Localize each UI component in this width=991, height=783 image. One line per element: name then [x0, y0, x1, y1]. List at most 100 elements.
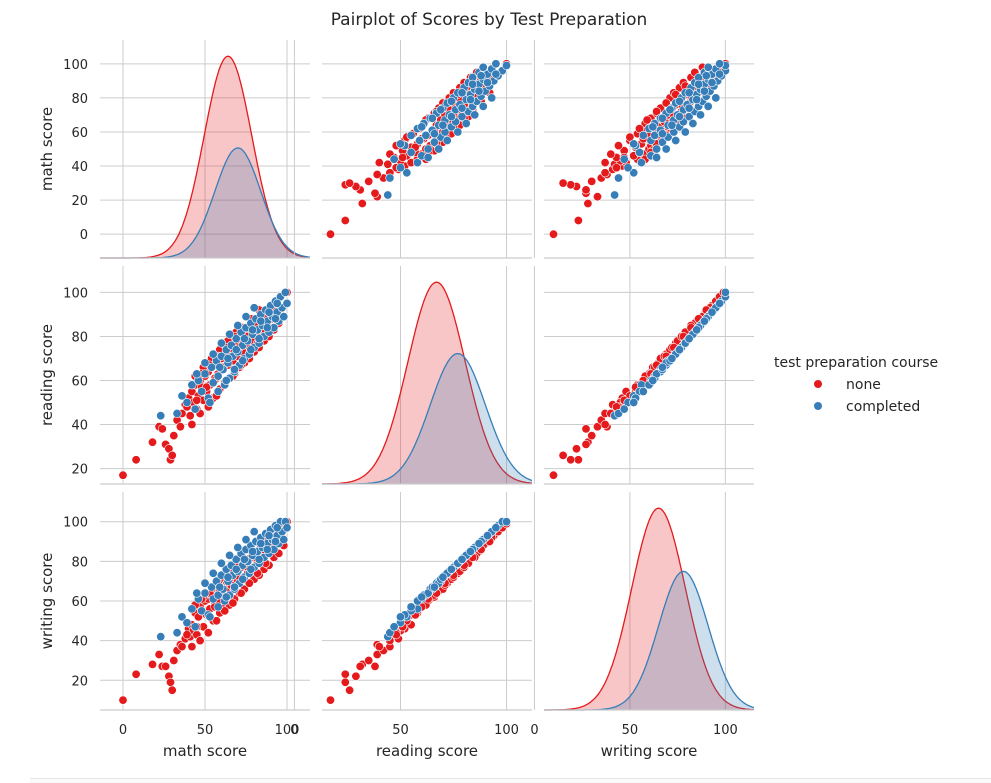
panel-reading-score-vs-writing-score [533, 266, 754, 485]
point-none [340, 677, 350, 687]
point-completed [213, 386, 223, 396]
point-completed [200, 588, 210, 598]
y-tick-label: 100 [63, 516, 88, 531]
point-completed [438, 120, 448, 130]
x-axis-label-writing-score: writing score [601, 742, 698, 760]
point-none [634, 124, 644, 134]
point-none [167, 450, 177, 460]
point-none [187, 642, 197, 652]
y-axis-label-reading-score: reading score [38, 324, 56, 426]
point-none [340, 216, 350, 226]
point-none [325, 229, 335, 239]
point-none [573, 216, 583, 226]
panel-reading-score-vs-reading-score [293, 266, 533, 485]
point-completed [623, 163, 633, 173]
x-tick-label: 100 [275, 723, 300, 738]
point-none [573, 455, 583, 465]
panel-writing-score-vs-reading-score: 0 50 100 reading score [290, 492, 532, 760]
y-tick-label: 20 [71, 674, 88, 689]
point-completed [468, 79, 478, 89]
point-completed [187, 604, 197, 614]
point-completed [699, 316, 709, 326]
point-none [118, 470, 128, 480]
x-tick-label: 100 [494, 723, 519, 738]
point-completed [385, 173, 395, 183]
point-completed [674, 112, 684, 122]
point-completed [254, 554, 264, 564]
point-completed [634, 147, 644, 157]
point-none [364, 176, 374, 186]
point-completed [636, 158, 646, 168]
point-none [398, 153, 408, 163]
point-none [571, 444, 581, 454]
point-completed [629, 397, 639, 407]
point-completed [223, 353, 233, 363]
point-completed [239, 334, 249, 344]
point-completed [256, 538, 266, 548]
point-none [131, 669, 141, 679]
point-completed [491, 69, 501, 79]
point-none [148, 437, 158, 447]
point-none [185, 411, 195, 421]
point-completed [421, 130, 431, 140]
point-completed [216, 338, 226, 348]
panel-math-score-vs-reading-score [293, 40, 532, 259]
point-completed [213, 371, 223, 381]
point-completed [415, 136, 425, 146]
point-completed [661, 144, 671, 154]
point-none [548, 229, 558, 239]
point-completed [230, 364, 240, 374]
point-completed [478, 101, 488, 111]
point-completed [192, 588, 202, 598]
point-completed [249, 303, 259, 313]
point-completed [692, 95, 702, 105]
point-completed [249, 527, 259, 537]
panel-writing-score-vs-math-score: 20 40 60 80 100 writing score 0 50 100 math score [38, 492, 310, 760]
point-completed [215, 582, 225, 592]
legend-label-none: none [846, 377, 881, 393]
point-completed [667, 120, 677, 130]
point-completed [501, 60, 511, 70]
legend-marker-completed [814, 402, 822, 410]
point-completed [652, 144, 662, 154]
kde-fill-completed [544, 571, 754, 710]
y-tick-label: 20 [71, 194, 88, 209]
point-completed [177, 612, 187, 622]
point-completed [501, 517, 511, 527]
point-completed [461, 119, 471, 129]
point-completed [434, 144, 444, 154]
point-completed [172, 628, 182, 638]
kde-fill-none [100, 56, 310, 259]
point-completed [190, 404, 200, 414]
point-none [157, 424, 167, 434]
panel-math-score-vs-writing-score [533, 40, 754, 259]
x-tick-label: 100 [713, 723, 738, 738]
point-completed [389, 154, 399, 164]
point-completed [699, 86, 709, 96]
point-completed [474, 538, 484, 548]
point-completed [720, 287, 730, 297]
point-none [581, 185, 591, 195]
point-completed [638, 386, 648, 396]
point-none [355, 661, 365, 671]
point-completed [270, 314, 280, 324]
y-tick-label: 100 [63, 286, 88, 301]
point-completed [703, 62, 713, 72]
legend-label-completed: completed [846, 399, 920, 415]
kde-line-none [544, 507, 755, 711]
point-completed [197, 386, 207, 396]
point-none [581, 424, 591, 434]
point-none [370, 188, 380, 198]
y-axis-label-writing-score: writing score [38, 553, 56, 650]
point-none [613, 141, 623, 151]
point-completed [238, 574, 248, 584]
point-none [558, 178, 568, 188]
point-none [383, 159, 393, 169]
point-none [370, 661, 380, 671]
point-completed [657, 129, 667, 139]
point-none [187, 419, 197, 429]
point-completed [172, 408, 182, 418]
point-none [169, 655, 179, 665]
point-none [244, 578, 254, 588]
